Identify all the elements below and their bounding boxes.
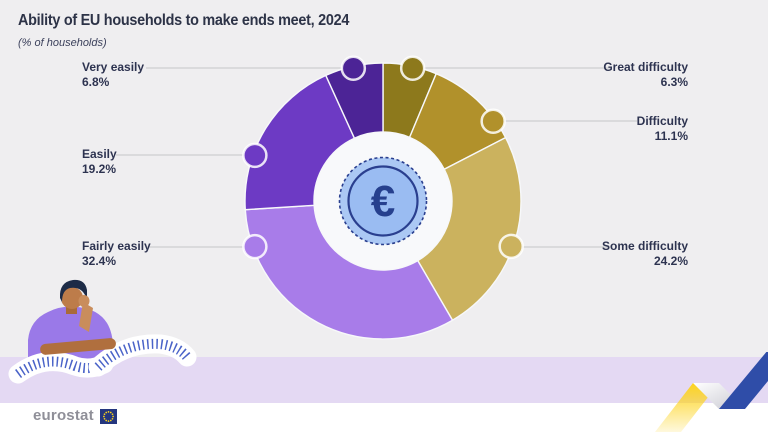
- person-hand: [78, 295, 90, 307]
- slice-label-some-difficulty: Some difficulty 24.2%: [602, 239, 688, 269]
- slice-some-difficulty: [417, 136, 522, 321]
- footer: eurostat: [0, 403, 768, 432]
- dot-fairly-easily: [242, 233, 268, 260]
- eu-flag-star: [103, 415, 105, 418]
- eu-flag-star: [109, 419, 112, 422]
- receipt-left-ticks: [15, 356, 107, 379]
- person-neck: [66, 304, 77, 314]
- slice-value: 19.2%: [82, 162, 117, 176]
- person-raised-arm: [79, 302, 93, 332]
- eu-flag-star: [109, 411, 112, 414]
- dot-great-difficulty: [399, 55, 426, 82]
- dot-very-easily: [340, 55, 367, 82]
- slice-name: Very easily: [82, 60, 145, 74]
- person-resting-arm: [40, 338, 116, 355]
- eu-flag-field: [100, 409, 117, 424]
- slice-value: 24.2%: [653, 254, 688, 268]
- person-reading-bill-illustration: [8, 279, 197, 384]
- eu-flag-star: [112, 415, 114, 418]
- slice-label-great-difficulty: Great difficulty 6.3%: [603, 60, 688, 90]
- eu-flag-star: [111, 413, 114, 416]
- person-hair: [59, 279, 87, 302]
- eu-flag-star: [103, 417, 106, 420]
- zigzag-blue-band: [719, 352, 768, 409]
- slice-fairly-easily: [244, 204, 454, 340]
- slice-name: Some difficulty: [601, 239, 688, 253]
- eu-flag-star: [105, 419, 108, 422]
- slice-value: 11.1%: [654, 129, 688, 143]
- slice-label-fairly-easily: Fairly easily 32.4%: [82, 239, 151, 269]
- receipt-right-ticks: [94, 338, 191, 371]
- slice-value: 6.3%: [660, 75, 688, 89]
- slice-value: 6.8%: [82, 75, 110, 89]
- slice-name: Great difficulty: [603, 60, 688, 74]
- slice-name: Easily: [82, 147, 117, 161]
- zigzag-yellow-band: [655, 383, 719, 432]
- eu-flag-star: [105, 411, 108, 414]
- slice-label-difficulty: Difficulty 11.1%: [637, 114, 688, 144]
- slice-label-easily: Easily 19.2%: [82, 147, 117, 177]
- zigzag-trend-icon: [655, 352, 768, 432]
- bottom-band: [0, 357, 768, 403]
- euro-coin-icon: €: [338, 156, 428, 246]
- eu-flag-star: [111, 417, 114, 420]
- dot-some-difficulty: [498, 233, 524, 260]
- page-title: Ability of EU households to make ends me…: [18, 12, 350, 29]
- eu-flag-star: [107, 411, 110, 413]
- slice-name: Difficulty: [636, 114, 688, 128]
- eu-flag-star: [107, 420, 110, 422]
- svg-text:€: €: [371, 177, 395, 226]
- page-subtitle: (% of households): [18, 37, 107, 49]
- eurostat-logo: eurostat: [33, 407, 94, 424]
- slice-value: 32.4%: [82, 254, 117, 268]
- slice-label-very-easily: Very easily 6.8%: [82, 60, 144, 90]
- dot-easily: [242, 142, 268, 169]
- eu-flag-star: [103, 413, 106, 416]
- slice-name: Fairly easily: [82, 239, 151, 253]
- dot-difficulty: [480, 108, 506, 135]
- person-head: [61, 287, 83, 309]
- eu-flag-icon: [100, 409, 117, 424]
